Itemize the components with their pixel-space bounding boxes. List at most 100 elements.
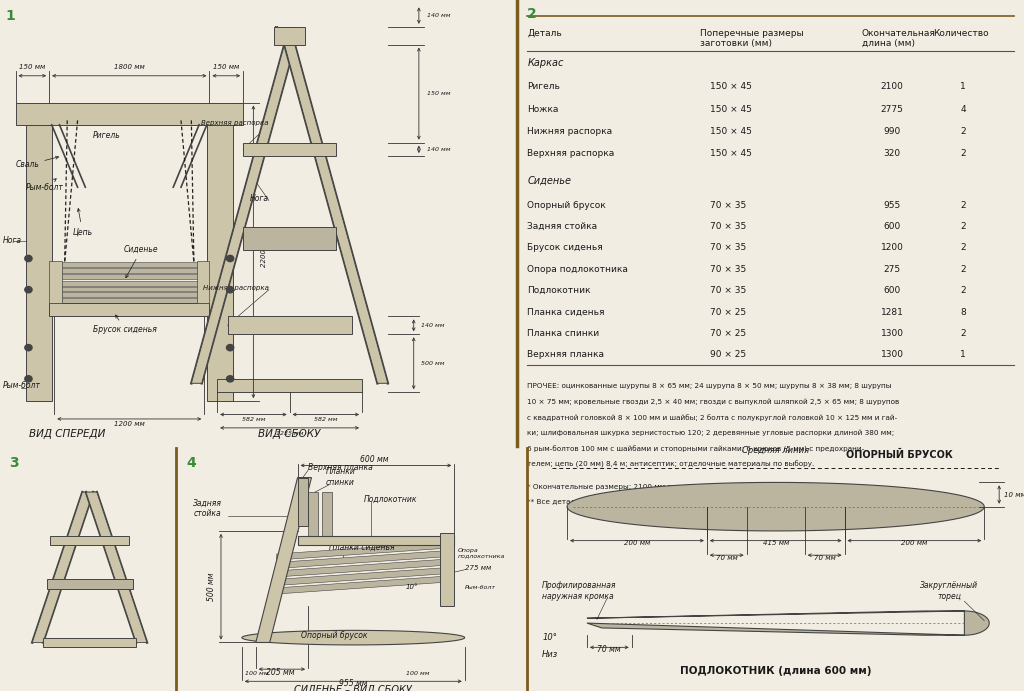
Text: Верхняя планка: Верхняя планка bbox=[527, 350, 604, 359]
Text: Ригель: Ригель bbox=[93, 131, 121, 140]
Text: 1200: 1200 bbox=[881, 243, 903, 252]
Bar bbox=[49, 261, 62, 303]
Text: Нога: Нога bbox=[3, 236, 22, 245]
Text: Деталь: Деталь bbox=[527, 29, 562, 38]
Bar bbox=[54, 287, 204, 292]
Bar bbox=[43, 638, 136, 647]
Text: 140 мм: 140 мм bbox=[427, 13, 451, 18]
Text: Нижняя распорка: Нижняя распорка bbox=[203, 285, 269, 291]
Text: ПОДЛОКОТНИК (длина 600 мм): ПОДЛОКОТНИК (длина 600 мм) bbox=[680, 666, 871, 676]
Text: Сиденье: Сиденье bbox=[124, 245, 159, 278]
Text: * Окончательные размеры: 2100 мм в ширину × 1235 мм в глубину × 2200 мм в высоту: * Окончательные размеры: 2100 мм в ширин… bbox=[527, 483, 866, 490]
Text: ВИД СБОКУ: ВИД СБОКУ bbox=[258, 429, 321, 439]
Text: Низ: Низ bbox=[543, 650, 558, 659]
Text: 582 мм: 582 мм bbox=[242, 417, 265, 422]
Text: 1235 мм: 1235 мм bbox=[275, 430, 303, 435]
Circle shape bbox=[226, 345, 233, 351]
Text: 2: 2 bbox=[961, 200, 966, 209]
Polygon shape bbox=[276, 576, 451, 594]
Circle shape bbox=[25, 345, 32, 351]
Bar bbox=[15, 102, 243, 125]
Text: Средняя линия: Средняя линия bbox=[742, 446, 809, 455]
Bar bbox=[54, 268, 204, 273]
Text: телем; цепь (20 мм) 8,4 м; антисептик; отделочные материалы по выбору.: телем; цепь (20 мм) 8,4 м; антисептик; о… bbox=[527, 461, 814, 468]
Circle shape bbox=[25, 287, 32, 293]
Text: 200 мм: 200 мм bbox=[901, 540, 928, 547]
Text: СИДЕНЬЕ – ВИД СБОКУ: СИДЕНЬЕ – ВИД СБОКУ bbox=[294, 685, 413, 691]
Text: 150 мм: 150 мм bbox=[19, 64, 45, 70]
Text: 2775: 2775 bbox=[881, 105, 903, 114]
Polygon shape bbox=[276, 550, 451, 569]
Text: 150 × 45: 150 × 45 bbox=[710, 127, 752, 136]
Text: 2: 2 bbox=[961, 265, 966, 274]
Text: 70 × 35: 70 × 35 bbox=[710, 243, 746, 252]
Text: 500 мм: 500 мм bbox=[207, 572, 216, 601]
Bar bbox=[274, 27, 305, 44]
Text: 955: 955 bbox=[884, 200, 901, 209]
Bar bbox=[54, 281, 204, 285]
Text: Поперечные размеры
заготовки (мм): Поперечные размеры заготовки (мм) bbox=[699, 29, 803, 48]
Text: с квадратной головкой 8 × 100 мм и шайбы; 2 болта с полукруглой головкой 10 × 12: с квадратной головкой 8 × 100 мм и шайбы… bbox=[527, 414, 897, 421]
Text: 70 мм: 70 мм bbox=[597, 645, 622, 654]
Text: 150 × 45: 150 × 45 bbox=[710, 105, 752, 114]
Text: 320: 320 bbox=[884, 149, 901, 158]
Polygon shape bbox=[567, 482, 984, 531]
Text: Опора
подлокотника: Опора подлокотника bbox=[458, 548, 505, 558]
Text: 150 × 45: 150 × 45 bbox=[710, 82, 752, 91]
Text: 70 × 35: 70 × 35 bbox=[710, 286, 746, 295]
Text: 600 мм: 600 мм bbox=[359, 455, 388, 464]
Bar bbox=[49, 303, 210, 316]
Text: 140 мм: 140 мм bbox=[422, 323, 445, 328]
Text: Каркас: Каркас bbox=[527, 58, 563, 68]
Bar bbox=[440, 533, 455, 606]
Text: 2: 2 bbox=[961, 127, 966, 136]
Text: 2: 2 bbox=[961, 149, 966, 158]
Polygon shape bbox=[587, 611, 989, 635]
Text: 140 мм: 140 мм bbox=[427, 146, 451, 152]
Text: 90 × 25: 90 × 25 bbox=[710, 350, 745, 359]
Text: Цепь: Цепь bbox=[73, 209, 92, 236]
Text: 200 мм: 200 мм bbox=[624, 540, 650, 547]
Text: 10 × 75 мм; кровельные гвозди 2,5 × 40 мм; гвозди с выпуклой шляпкой 2,5 × 65 мм: 10 × 75 мм; кровельные гвозди 2,5 × 40 м… bbox=[527, 399, 899, 405]
Text: 582 мм: 582 мм bbox=[314, 417, 338, 422]
Text: 275 мм: 275 мм bbox=[465, 565, 490, 571]
Text: ки; шлифовальная шкурка зернистостью 120; 2 деревянные угловые распорки длиной 3: ки; шлифовальная шкурка зернистостью 120… bbox=[527, 430, 894, 436]
Text: 1800 мм: 1800 мм bbox=[114, 64, 144, 70]
Text: 4: 4 bbox=[186, 456, 196, 470]
Text: 2: 2 bbox=[961, 243, 966, 252]
Text: 70 × 35: 70 × 35 bbox=[710, 200, 746, 209]
Text: Нога: Нога bbox=[250, 193, 269, 202]
Text: Верхняя распорка: Верхняя распорка bbox=[202, 120, 269, 126]
Text: Планки сиденья: Планки сиденья bbox=[329, 543, 394, 552]
Bar bbox=[197, 261, 210, 303]
Bar bbox=[322, 492, 333, 545]
Text: 1: 1 bbox=[5, 9, 15, 23]
Polygon shape bbox=[285, 44, 388, 384]
Text: 1300: 1300 bbox=[881, 329, 904, 338]
Text: 2200 мм: 2200 мм bbox=[261, 236, 267, 267]
Bar bbox=[308, 492, 318, 545]
Bar bbox=[217, 379, 362, 392]
Text: ОПОРНЫЙ БРУСОК: ОПОРНЫЙ БРУСОК bbox=[847, 450, 953, 460]
Text: Ригель: Ригель bbox=[274, 26, 299, 32]
Text: 100 мм: 100 мм bbox=[246, 671, 269, 676]
Circle shape bbox=[226, 256, 233, 262]
Text: 415 мм: 415 мм bbox=[763, 540, 788, 547]
Text: Профилированная
наружная кромка: Профилированная наружная кромка bbox=[543, 581, 616, 601]
Bar bbox=[54, 292, 204, 297]
Text: Задняя
стойка: Задняя стойка bbox=[193, 499, 221, 518]
Text: 3: 3 bbox=[9, 456, 18, 470]
Text: Подлокотник: Подлокотник bbox=[527, 286, 591, 295]
Text: Закруглённый
торец: Закруглённый торец bbox=[921, 581, 979, 601]
Polygon shape bbox=[33, 492, 93, 643]
Text: Сиденье: Сиденье bbox=[280, 236, 310, 241]
Text: 1200 мм: 1200 мм bbox=[114, 421, 144, 426]
Bar bbox=[47, 580, 133, 589]
Bar bbox=[298, 477, 308, 526]
Text: Опора подлокотника: Опора подлокотника bbox=[527, 265, 628, 274]
Text: Количество: Количество bbox=[933, 29, 988, 38]
Text: 1: 1 bbox=[961, 82, 966, 91]
Text: 1281: 1281 bbox=[881, 307, 903, 316]
Text: 4: 4 bbox=[961, 105, 966, 114]
Text: 150 × 45: 150 × 45 bbox=[710, 149, 752, 158]
